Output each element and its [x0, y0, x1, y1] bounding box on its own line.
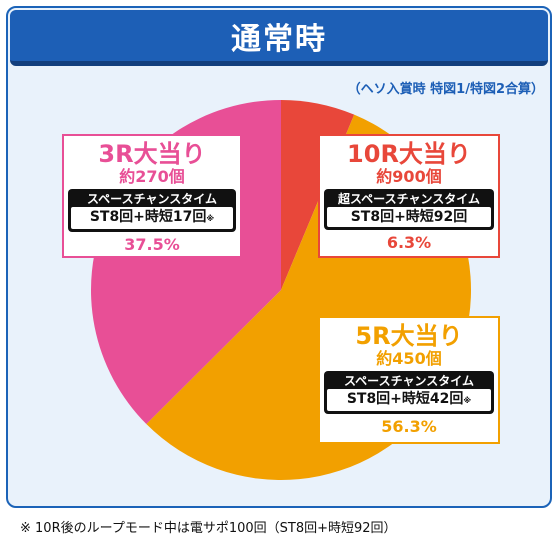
- footnote: ※ 10R後のループモード中は電サポ100回（ST8回+時短92回）: [20, 521, 397, 536]
- title-bar: 通常時: [10, 10, 548, 66]
- mode-tag-3r: スペースチャンスタイム ST8回+時短17回※: [68, 189, 236, 232]
- slice-label-5r: 5R大当り: [355, 322, 463, 350]
- mode-name-10r: 超スペースチャンスタイム: [338, 192, 480, 206]
- detail-text-3r: ST8回+時短17回: [89, 209, 207, 225]
- slice-label-3r: 3R大当り: [98, 140, 206, 168]
- mode-tag-10r: 超スペースチャンスタイム ST8回+時短92回: [324, 189, 494, 230]
- mode-detail-5r: ST8回+時短42回※: [327, 389, 491, 411]
- mode-detail-3r: ST8回+時短17回※: [71, 207, 233, 229]
- mode-name-5r: スペースチャンスタイム: [344, 374, 474, 388]
- chart-subtitle: （ヘソ入賞時 特図1/特図2合算）: [347, 82, 544, 97]
- detail-text-5r: ST8回+時短42回: [346, 391, 464, 407]
- page-title: 通常時: [231, 21, 327, 57]
- legend-box-10r: 10R大当り 約900個 超スペースチャンスタイム ST8回+時短92回 6.3…: [318, 134, 500, 258]
- percent-label-10r: 6.3%: [386, 233, 432, 252]
- note-mark-3r: ※: [206, 214, 215, 223]
- note-mark-5r: ※: [463, 396, 472, 405]
- mode-name-3r: スペースチャンスタイム: [87, 192, 217, 206]
- mode-detail-10r: ST8回+時短92回: [327, 207, 491, 227]
- legend-box-3r: 3R大当り 約270個 スペースチャンスタイム ST8回+時短17回※ 37.5…: [62, 134, 242, 258]
- slice-amount-5r: 約450個: [376, 349, 442, 368]
- detail-text-10r: ST8回+時短92回: [350, 209, 468, 225]
- legend-box-5r: 5R大当り 約450個 スペースチャンスタイム ST8回+時短42回※ 56.3…: [318, 316, 500, 444]
- percent-label-5r: 56.3%: [381, 417, 437, 436]
- slice-amount-3r: 約270個: [119, 167, 185, 186]
- percent-label-3r: 37.5%: [124, 235, 180, 254]
- slice-amount-10r: 約900個: [376, 167, 442, 186]
- mode-tag-5r: スペースチャンスタイム ST8回+時短42回※: [324, 371, 494, 414]
- slice-label-10r: 10R大当り: [347, 140, 471, 168]
